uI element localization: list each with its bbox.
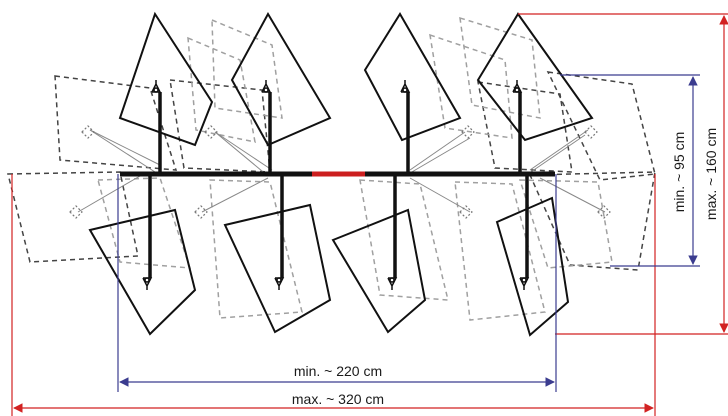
min-height-label: min. ~ 95 cm bbox=[671, 132, 687, 213]
blade-bottom-3 bbox=[331, 208, 427, 334]
hub-bottom-2 bbox=[274, 277, 285, 290]
hub-top-4 bbox=[512, 80, 523, 93]
swept-outline-mid-right bbox=[477, 81, 573, 173]
solid-blades bbox=[88, 11, 594, 337]
blade-bottom-2 bbox=[223, 203, 332, 334]
hub-top-2 bbox=[261, 80, 272, 93]
swept-outline-left-top bbox=[54, 75, 178, 171]
hub-bottom-4 bbox=[519, 277, 530, 290]
max-height-label: max. ~ 160 cm bbox=[703, 128, 719, 220]
hub-bottom-1 bbox=[142, 277, 153, 290]
rake-arms bbox=[77, 129, 606, 213]
support-posts bbox=[148, 92, 529, 278]
swept-outline-right-bottom bbox=[528, 171, 656, 271]
max-dimension-lines bbox=[11, 13, 728, 416]
swept-outline-left-bottom bbox=[7, 171, 139, 263]
blade-top-2 bbox=[230, 11, 332, 147]
hub-bottom-3 bbox=[387, 277, 398, 290]
blade-bottom-1 bbox=[88, 208, 197, 336]
blade-top-3 bbox=[363, 12, 462, 142]
blade-top-4 bbox=[476, 12, 594, 142]
swept-hub-markers bbox=[69, 125, 611, 219]
blade-top-1 bbox=[118, 11, 214, 147]
hub-top-3 bbox=[400, 80, 411, 93]
min-dimension-lines bbox=[117, 74, 700, 392]
blade-bottom-4 bbox=[495, 196, 570, 337]
inner-swept-outlines bbox=[97, 16, 613, 321]
hub-top-1 bbox=[151, 80, 162, 93]
rotor-hubs bbox=[142, 80, 530, 290]
min-width-label: min. ~ 220 cm bbox=[294, 363, 382, 379]
max-width-label: max. ~ 320 cm bbox=[292, 391, 384, 407]
swept-outline-right-top bbox=[546, 71, 656, 181]
